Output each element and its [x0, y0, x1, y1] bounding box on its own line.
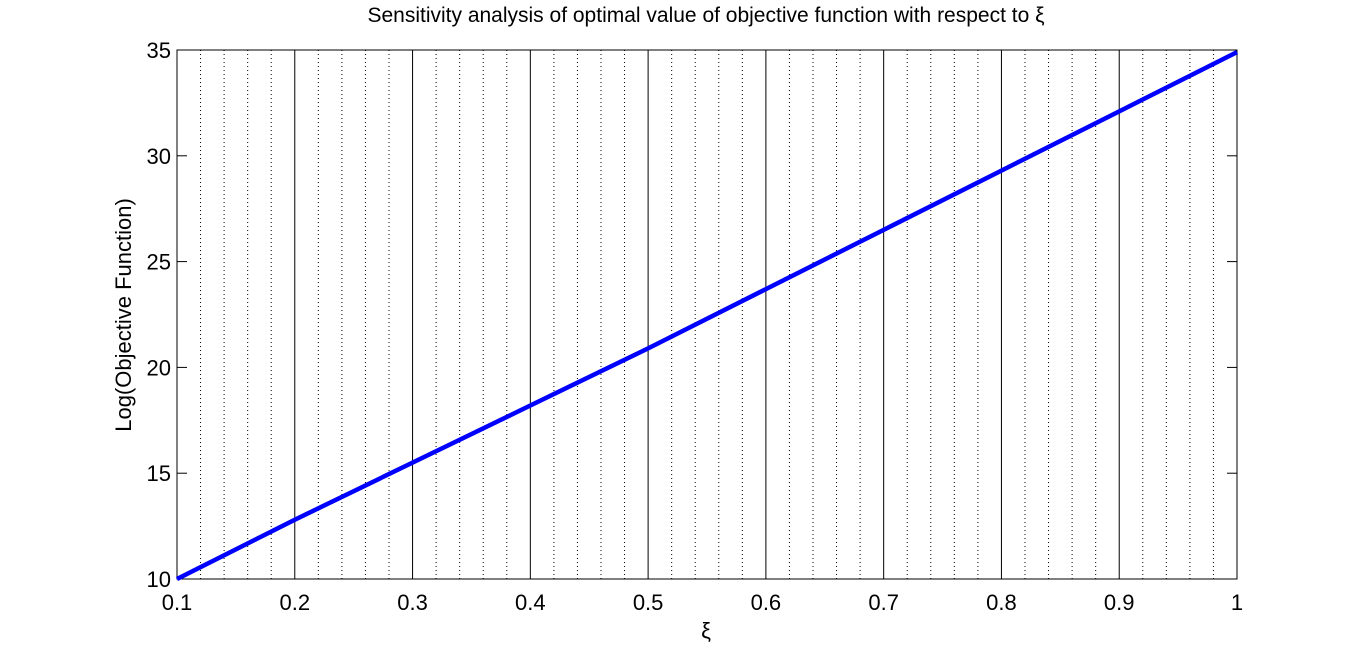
- x-tick-label: 0.2: [279, 590, 310, 615]
- chart-title: Sensitivity analysis of optimal value of…: [367, 4, 1044, 27]
- x-tick-label: 0.7: [868, 590, 899, 615]
- y-tick-label: 35: [147, 38, 171, 63]
- y-tick-label: 15: [147, 461, 171, 486]
- x-tick-label: 0.6: [751, 590, 782, 615]
- x-tick-label: 0.3: [397, 590, 428, 615]
- x-tick-label: 0.1: [162, 590, 193, 615]
- x-tick-label: 0.5: [633, 590, 664, 615]
- x-axis-label: ξ: [701, 618, 711, 643]
- data-line: [175, 50, 1239, 582]
- y-tick-label: 25: [147, 250, 171, 275]
- x-tick-label: 0.8: [986, 590, 1017, 615]
- y-tick-label: 20: [147, 355, 171, 380]
- x-tick-label: 0.9: [1104, 590, 1135, 615]
- plot-frame: [176, 49, 1238, 580]
- y-tick-label: 30: [147, 144, 171, 169]
- y-tick-label: 10: [147, 567, 171, 592]
- x-tick-label: 0.4: [515, 590, 546, 615]
- x-tick-label: 1: [1231, 590, 1243, 615]
- y-axis-label: Log(Objective Function): [111, 198, 136, 432]
